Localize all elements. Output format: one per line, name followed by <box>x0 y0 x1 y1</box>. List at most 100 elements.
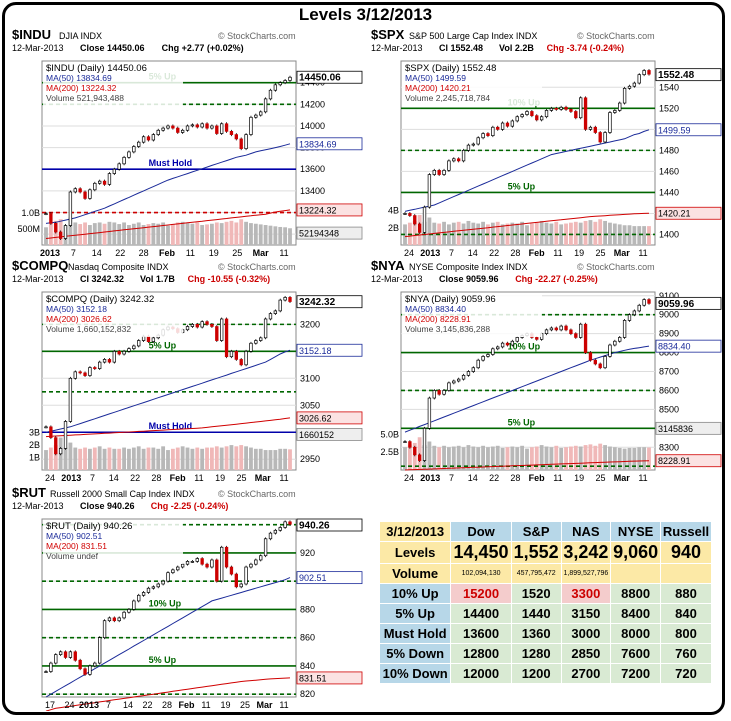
compq-volume-bar <box>88 448 92 470</box>
nya-volume-bar <box>520 445 525 470</box>
indu-x-tick: 2013 <box>40 248 60 258</box>
levels-table: 3/12/2013 Dow S&P NAS NYSE Russell Levels 14,45… <box>378 521 713 684</box>
compq-x-tick: 11 <box>194 473 203 483</box>
compq-x-tick: 14 <box>109 473 119 483</box>
compq-volume-bar <box>249 447 253 470</box>
nya-candle <box>627 314 632 321</box>
svg-text:13834.69: 13834.69 <box>299 139 337 149</box>
indu-candle <box>88 189 92 199</box>
indu-last-value-label: 13834.69 <box>296 137 363 151</box>
nya-volume-bar <box>451 446 456 470</box>
compq-volume-bar <box>185 447 190 470</box>
nya-candle <box>637 304 641 312</box>
spx-y-tick: 1400 <box>659 229 679 239</box>
rut-x-tick: 24 <box>64 700 74 710</box>
nya-legend-main: $NYA (Daily) 9059.96 <box>405 294 496 305</box>
compq-date: 12-Mar-2013 <box>12 274 64 284</box>
indu-candle <box>205 123 209 129</box>
indu-candle <box>98 180 102 184</box>
spx-volume-bar <box>427 217 432 245</box>
indu-candle <box>278 82 282 86</box>
spx-x-tick: 28 <box>510 248 520 258</box>
rut-x-tick: 14 <box>123 700 133 710</box>
indu-volume-bar <box>253 223 258 245</box>
rut-candle <box>58 651 63 655</box>
nya-candle <box>491 348 495 355</box>
rut-close: Close 940.26 <box>80 501 135 511</box>
spx-candle <box>457 158 461 162</box>
indu-volume-bar <box>102 223 107 245</box>
compq-last-value-label: 3242.32 <box>296 295 363 308</box>
spx-candle <box>408 213 412 216</box>
nya-volume-bar <box>544 446 549 470</box>
spx-last-value-label: 1420.21 <box>655 206 722 220</box>
indu-candle <box>268 89 273 100</box>
nya-candle <box>574 333 578 338</box>
nya-volume-tick: 2.5B <box>380 447 399 457</box>
nya-candle <box>466 371 471 376</box>
rut-candle <box>229 566 234 575</box>
table-row-label: Must Hold <box>378 623 452 644</box>
svg-text:52194348: 52194348 <box>299 229 339 239</box>
nya-volume-bar <box>627 447 632 470</box>
svg-text:1660152: 1660152 <box>299 430 334 440</box>
rut-candle <box>210 559 214 568</box>
rut-x-tick: 25 <box>240 700 250 710</box>
spx-volume-bar <box>456 221 461 245</box>
spx-volume-bar <box>495 221 500 245</box>
compq-level-label: Must Hold <box>149 421 193 431</box>
indu-ma50-line <box>45 143 291 224</box>
indu-volume-bar <box>117 224 122 245</box>
table-row-label: Levels <box>378 541 452 564</box>
indu-candle <box>244 134 248 150</box>
compq-volume-bar <box>117 448 122 470</box>
spx-volume-bar <box>412 220 417 245</box>
indu-candle <box>44 213 48 215</box>
nya-volume-bar <box>647 447 651 470</box>
spx-candle <box>466 144 471 151</box>
compq-volume-tick: 2B <box>29 440 40 450</box>
nya-candle <box>403 441 407 443</box>
compq-ma50-line <box>45 349 291 433</box>
rut-x-tick: 22 <box>142 700 152 710</box>
indu-volume-bar <box>288 228 292 245</box>
nya-y-tick: 8700 <box>659 367 679 377</box>
compq-x-tick: 22 <box>130 473 140 483</box>
nya-candle <box>544 329 549 335</box>
nya-volume-bar <box>505 447 510 470</box>
indu-candle <box>151 134 156 141</box>
compq-candle <box>273 310 278 314</box>
compq-volume-bar <box>131 447 136 470</box>
indu-candle <box>102 180 107 185</box>
compq-last-value-label: 1660152 <box>296 427 363 441</box>
compq-x-tick: 2013 <box>61 473 81 483</box>
compq-volume-bar <box>48 447 53 470</box>
indu-volume-bar <box>131 223 136 245</box>
spx-volume-bar <box>578 222 583 245</box>
rut-x-tick: 7 <box>106 700 111 710</box>
indu-volume-bar <box>151 223 156 245</box>
table-cell: 1,552 <box>510 541 562 564</box>
indu-x-tick: Mar <box>253 248 270 258</box>
nya-volume-bar <box>476 447 481 470</box>
compq-volume-bar <box>107 447 112 470</box>
table-column-header: S&P <box>510 521 562 542</box>
rut-candle <box>112 617 116 622</box>
rut-y-tick: 880 <box>300 604 315 614</box>
nya-x-tick: 22 <box>489 473 499 483</box>
compq-volume-bar <box>239 445 244 470</box>
table-cell: 720 <box>659 663 713 684</box>
rut-level-label: 10% Up <box>149 598 182 608</box>
compq-volume-bar <box>195 447 200 470</box>
nya-candle <box>422 427 427 461</box>
spx-x-tick: 24 <box>404 248 414 258</box>
indu-volume-bar <box>210 223 214 245</box>
nya-candle <box>515 337 519 342</box>
spx-candle <box>500 122 505 130</box>
spx-watermark: © StockCharts.com <box>577 31 655 41</box>
indu-candle <box>239 138 243 150</box>
spx-candle <box>476 137 480 145</box>
compq-x-tick: 24 <box>45 473 55 483</box>
